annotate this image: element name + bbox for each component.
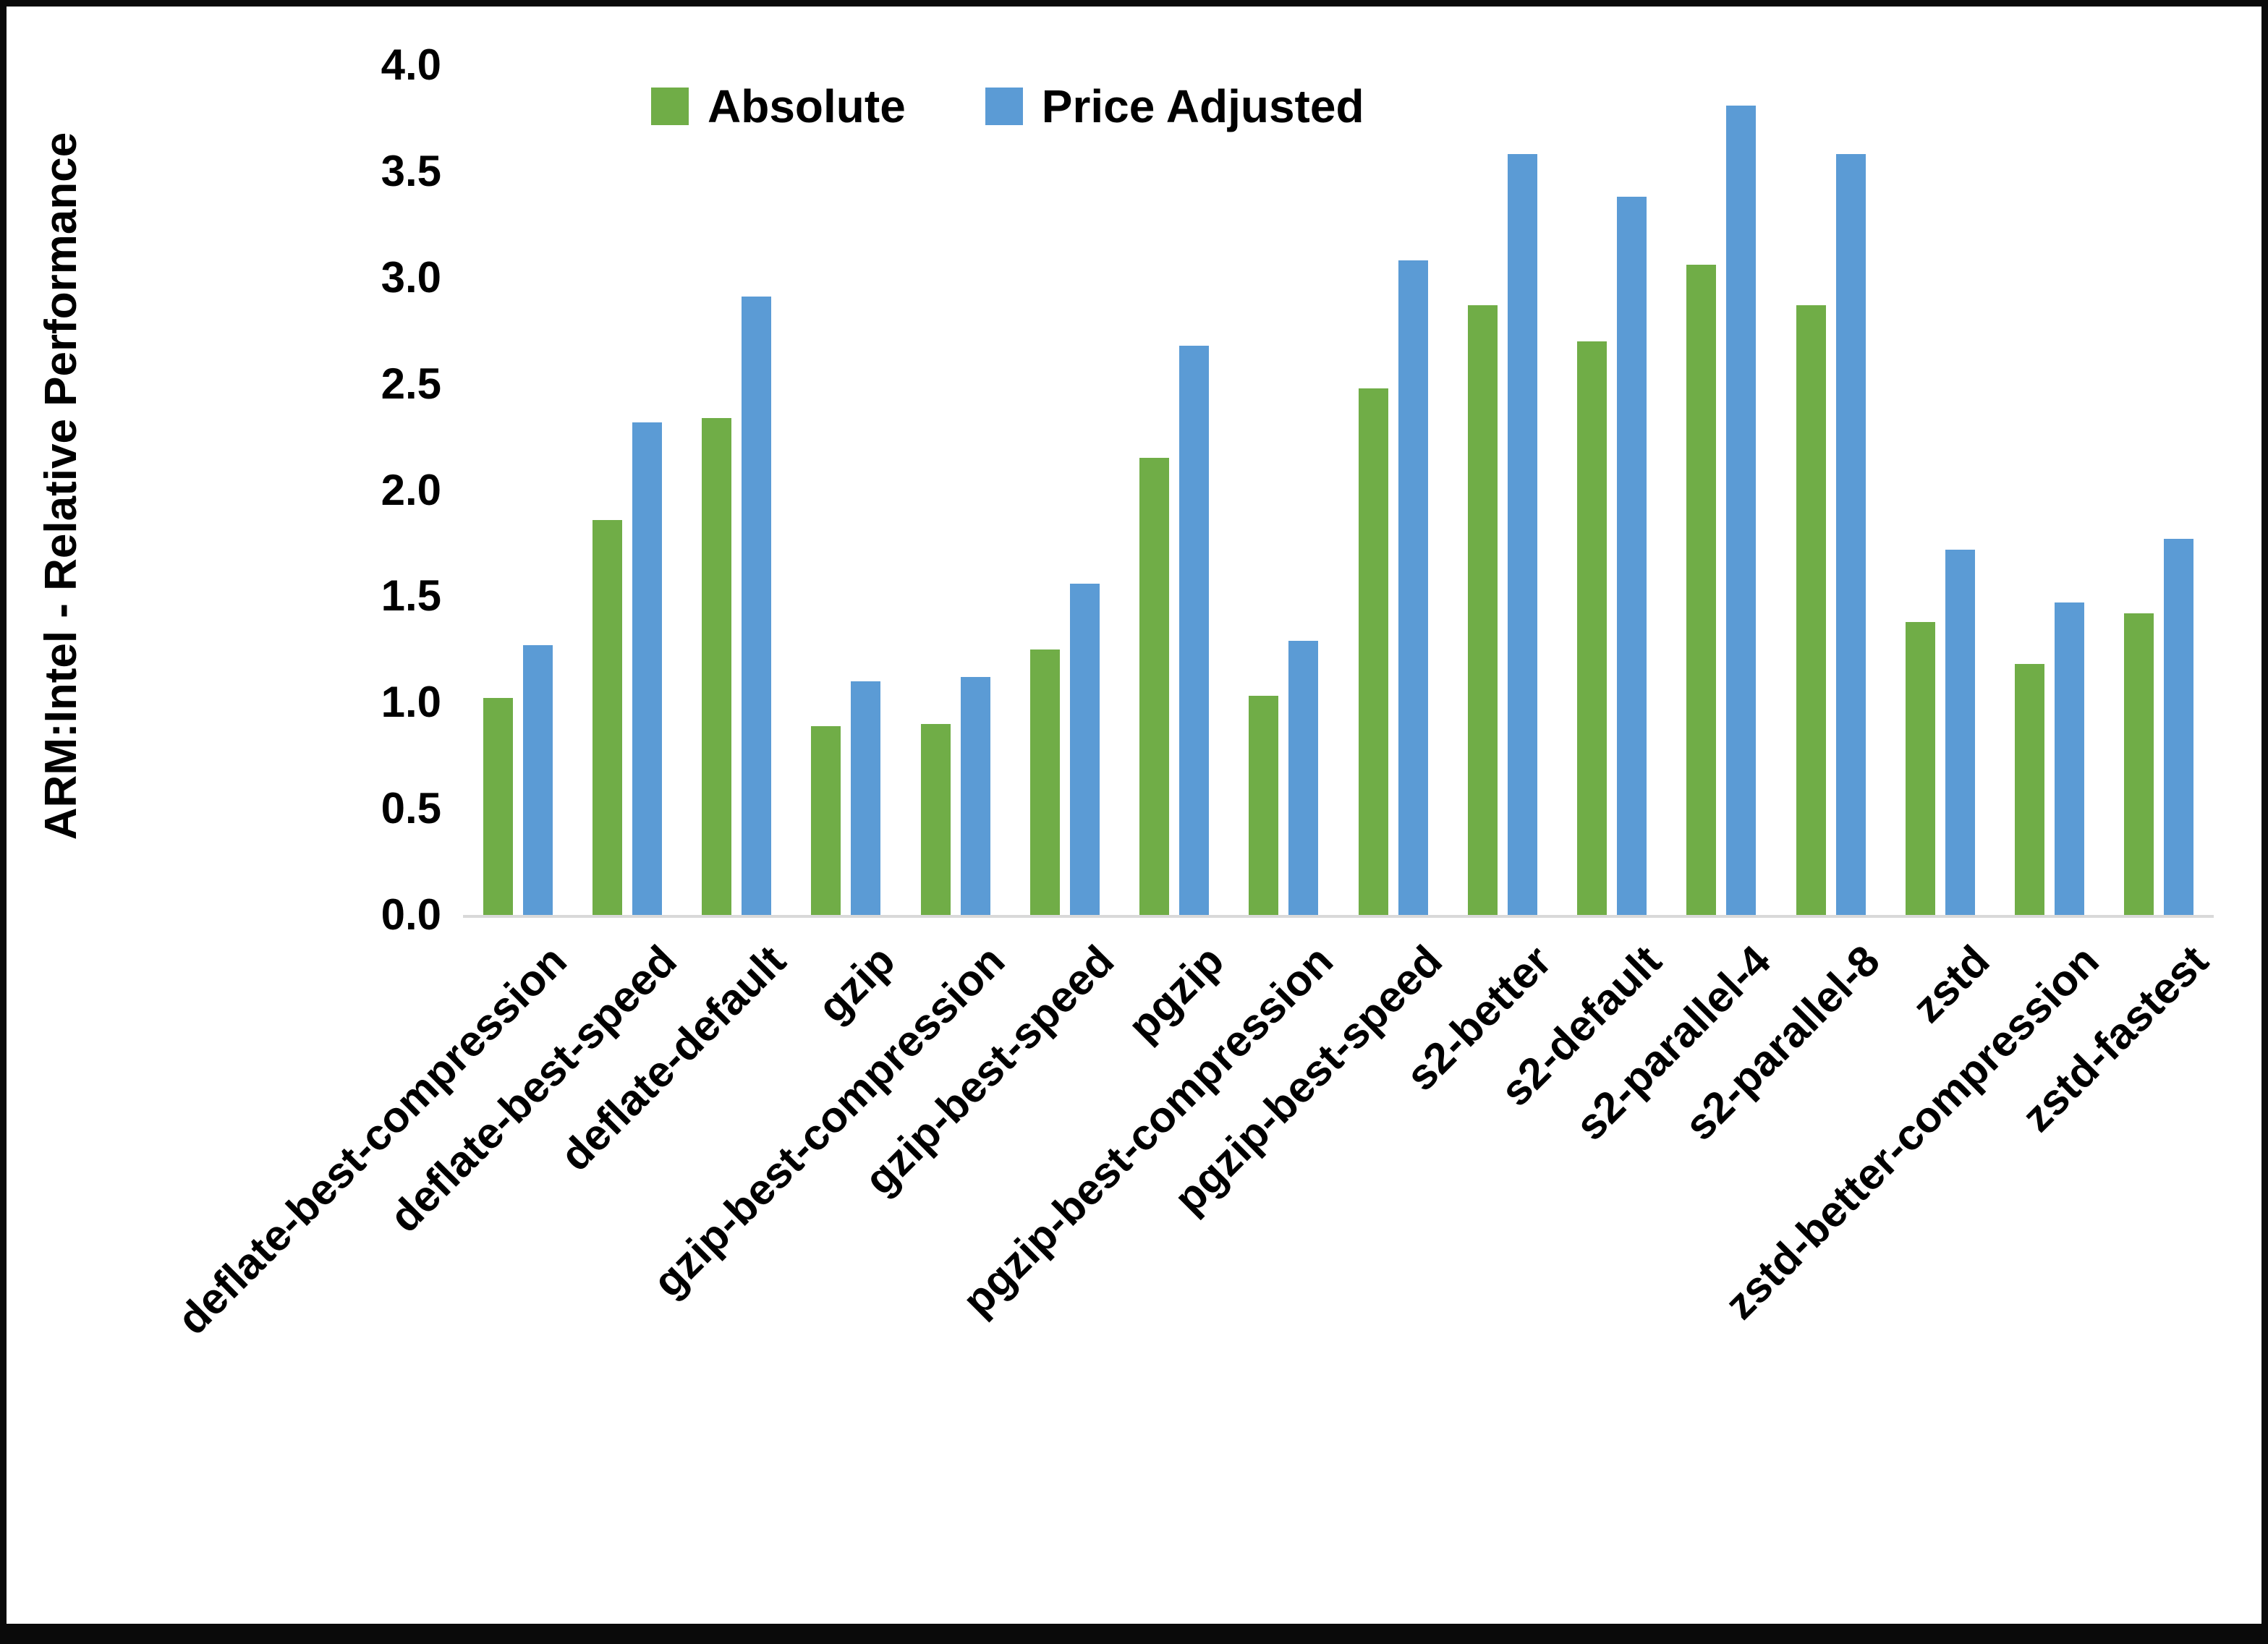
bar-price-adjusted-zstd xyxy=(1945,549,1975,915)
bar-absolute-zstd-fastest xyxy=(2124,613,2154,915)
bar-price-adjusted-s2-parallel-8 xyxy=(1835,154,1866,915)
y-axis-tick-label: 0.5 xyxy=(381,784,441,833)
bar-price-adjusted-s2-default xyxy=(1617,197,1647,915)
y-axis-title: ARM:Intel - Relative Performance xyxy=(36,132,86,840)
bar-price-adjusted-deflate-default xyxy=(742,297,772,915)
bar-absolute-s2-parallel-4 xyxy=(1686,265,1717,915)
bar-absolute-gzip xyxy=(811,725,841,915)
y-axis-tick-label: 1.0 xyxy=(381,678,441,727)
legend-label-absolute: Absolute xyxy=(708,80,906,132)
bar-absolute-deflate-default xyxy=(702,417,732,915)
bar-price-adjusted-pgzip-best-compression xyxy=(1288,641,1319,915)
y-axis-tick-label: 0.0 xyxy=(381,890,441,939)
legend-label-price-adjusted: Price Adjusted xyxy=(1041,80,1364,132)
y-axis-tick-label: 3.5 xyxy=(381,146,441,195)
bar-price-adjusted-gzip-best-compression xyxy=(960,677,990,915)
bar-absolute-pgzip xyxy=(1139,458,1170,915)
y-axis-tick-label: 1.5 xyxy=(381,571,441,621)
bar-absolute-s2-better xyxy=(1467,304,1498,915)
bar-price-adjusted-pgzip xyxy=(1179,345,1210,915)
bar-absolute-zstd-better-compression xyxy=(2015,664,2045,915)
bar-price-adjusted-s2-parallel-4 xyxy=(1726,105,1757,915)
bar-price-adjusted-deflate-best-speed xyxy=(632,422,662,915)
y-axis-tick-label: 2.0 xyxy=(381,465,441,514)
bar-price-adjusted-s2-better xyxy=(1507,154,1537,915)
x-category-label: s2-parallel-8 xyxy=(1675,936,1890,1150)
plot-area xyxy=(463,65,2214,918)
bar-absolute-deflate-best-speed xyxy=(592,519,622,915)
bar-absolute-pgzip-best-compression xyxy=(1249,696,1279,915)
bar-price-adjusted-deflate-best-compression xyxy=(522,644,553,915)
bar-absolute-s2-parallel-8 xyxy=(1796,304,1826,915)
legend-item-absolute: Absolute xyxy=(651,81,906,132)
y-axis-tick-label: 2.5 xyxy=(381,359,441,408)
bar-price-adjusted-pgzip-best-speed xyxy=(1398,260,1428,915)
bar-price-adjusted-zstd-better-compression xyxy=(2055,602,2085,915)
y-axis-tick-label: 3.0 xyxy=(381,252,441,302)
y-axis-tick-label: 4.0 xyxy=(381,41,441,89)
legend-swatch-price-adjusted-icon xyxy=(985,88,1023,125)
bar-price-adjusted-gzip-best-speed xyxy=(1069,583,1100,915)
x-category-label: gzip xyxy=(808,936,905,1032)
bar-absolute-zstd xyxy=(1905,621,1935,915)
legend-item-price-adjusted: Price Adjusted xyxy=(985,81,1364,132)
legend-swatch-absolute-icon xyxy=(651,88,689,125)
bar-absolute-s2-default xyxy=(1577,341,1607,915)
bar-absolute-deflate-best-compression xyxy=(483,698,513,915)
bar-absolute-gzip-best-speed xyxy=(1029,649,1060,915)
bar-price-adjusted-zstd-fastest xyxy=(2164,539,2194,915)
x-category-label: zstd xyxy=(1903,936,1999,1032)
bar-price-adjusted-gzip xyxy=(851,681,881,915)
bar-absolute-pgzip-best-speed xyxy=(1358,388,1388,915)
bar-absolute-gzip-best-compression xyxy=(920,723,951,915)
chart-legend: Absolute Price Adjusted xyxy=(651,81,1364,132)
